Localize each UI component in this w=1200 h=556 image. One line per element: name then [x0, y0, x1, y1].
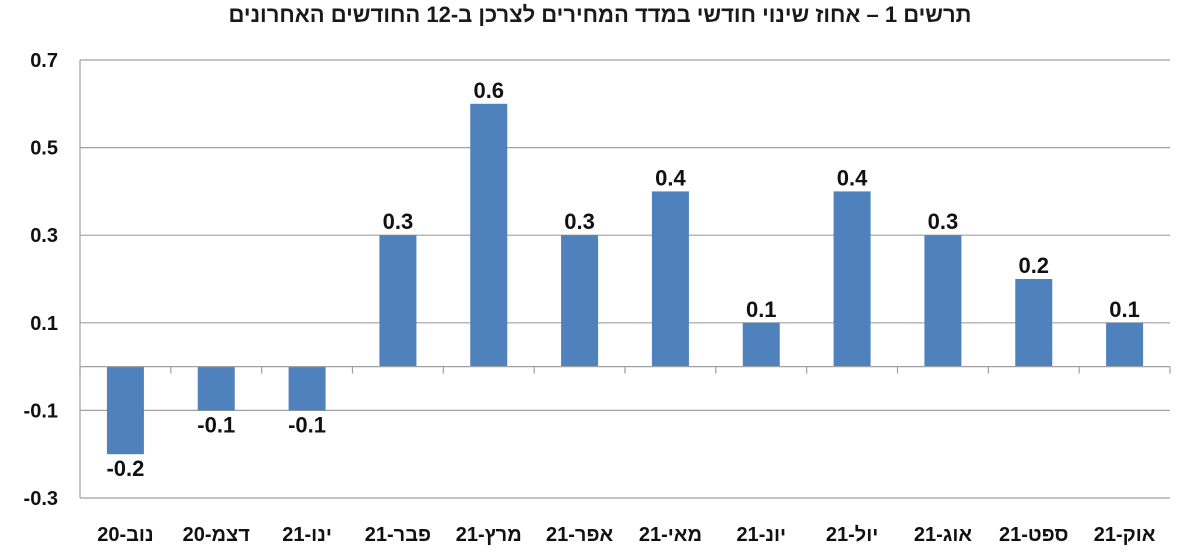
- category-label: ינו-21: [282, 524, 332, 546]
- bar: [106, 366, 144, 455]
- y-tick-label: 0.5: [30, 138, 58, 160]
- category-label: מרץ-21: [456, 524, 522, 546]
- y-axis: -0.3 -0.1 0.1 0.3 0.5 0.7: [24, 50, 81, 510]
- chart-title: תרשים 1 – אחוז שינוי חודשי במדד המחירים …: [228, 2, 972, 27]
- bar: [833, 191, 871, 367]
- y-tick-label: 0.1: [30, 313, 58, 335]
- data-label: -0.2: [106, 456, 144, 481]
- bar: [651, 191, 689, 367]
- data-label: 0.4: [655, 165, 686, 190]
- y-tick-label: -0.1: [24, 400, 58, 422]
- category-label: ספט-21: [999, 524, 1068, 546]
- x-axis: נוב-20 דצמ-20 ינו-21 פבר-21 מרץ-21 אפר-21 מאי-…: [79, 366, 1171, 546]
- data-label: 0.3: [928, 209, 959, 234]
- y-tick-label: 0.3: [30, 225, 58, 247]
- bar: [1106, 322, 1144, 367]
- gridlines: [80, 59, 1170, 499]
- bar: [197, 366, 235, 411]
- data-label: 0.3: [383, 209, 414, 234]
- category-label: מאי-21: [639, 524, 702, 546]
- data-label: 0.3: [564, 209, 595, 234]
- data-label: 0.1: [1109, 297, 1140, 322]
- data-label: 0.2: [1018, 253, 1049, 278]
- bars: [106, 103, 1144, 455]
- data-label: -0.1: [288, 412, 326, 437]
- data-labels: -0.2 -0.1 -0.1 0.3 0.6 0.3 0.4 0.1 0.4 0.3 0.2 0.1: [106, 78, 1139, 481]
- data-label: 0.6: [473, 78, 504, 103]
- bar: [742, 322, 780, 367]
- category-label: יונ-21: [736, 524, 786, 546]
- bar: [924, 235, 962, 367]
- data-label: 0.1: [746, 297, 777, 322]
- category-label: אוק-21: [1094, 524, 1156, 546]
- category-label: דצמ-20: [183, 524, 251, 546]
- category-label: יול-21: [826, 524, 878, 546]
- y-tick-label: 0.7: [30, 50, 58, 72]
- category-label: אפר-21: [546, 524, 613, 546]
- bar: [1015, 279, 1053, 367]
- bar: [288, 366, 326, 411]
- bar: [470, 103, 508, 367]
- category-label: נוב-20: [97, 524, 153, 546]
- bar: [379, 235, 417, 367]
- data-label: -0.1: [197, 412, 235, 437]
- data-label: 0.4: [837, 165, 868, 190]
- category-label: פבר-21: [365, 524, 431, 546]
- category-label: אוג-21: [914, 524, 973, 546]
- bar: [561, 235, 599, 367]
- y-tick-label: -0.3: [24, 488, 58, 510]
